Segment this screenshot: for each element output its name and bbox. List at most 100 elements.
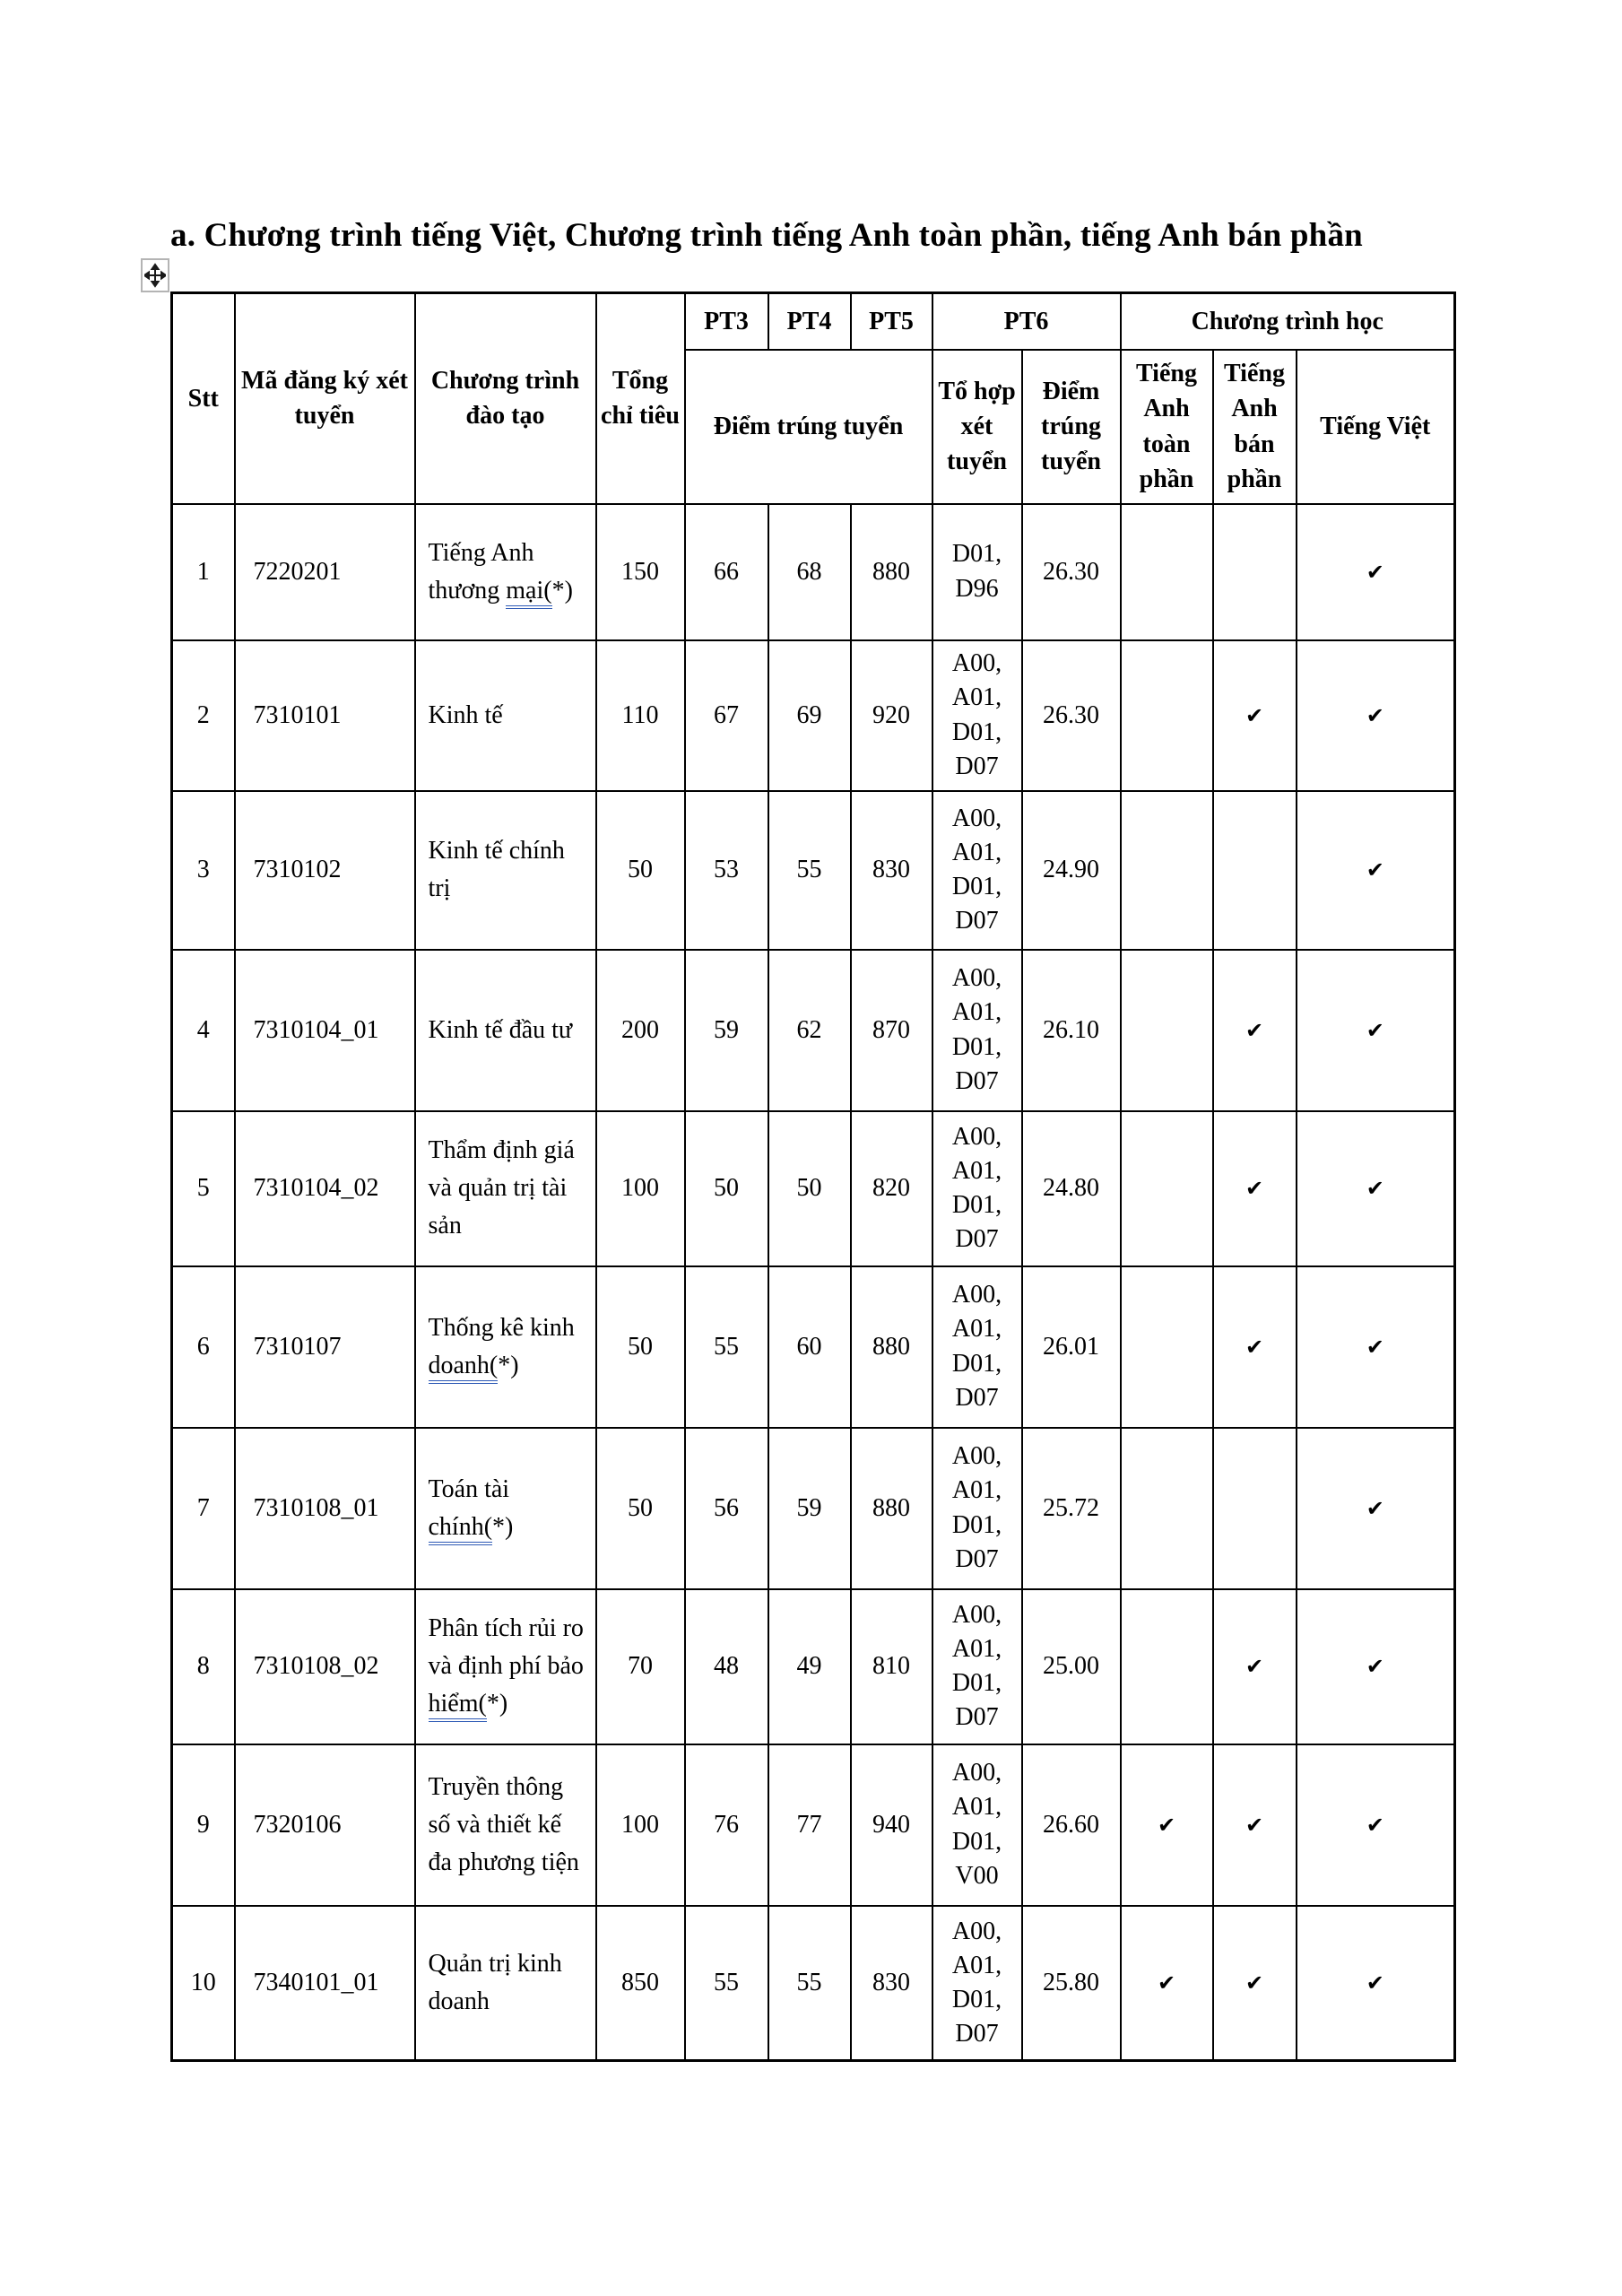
cell-quota: 100 — [594, 1743, 686, 1907]
cell-pt3-score: 66 — [683, 502, 769, 641]
program-text: Quản trị kinh doanh — [428, 1949, 562, 2015]
cell-pt4-score: 49 — [767, 1587, 852, 1745]
cell-program-name: Kinh tế chính trị — [413, 789, 597, 951]
cell-to-hop: A00, A01, D01, V00 — [931, 1743, 1023, 1907]
col-header-diem-trung-tuyen-pt6: Điểm trúng tuyển — [1020, 348, 1122, 505]
cell-registration-code: 7220201 — [233, 502, 416, 641]
program-text: Tiếng Anh thương — [428, 538, 534, 604]
table-row: 4 7310104_01 Kinh tế đầu tư 200 59 62 87… — [170, 948, 1456, 1112]
cell-pt6-score: 24.80 — [1020, 1109, 1122, 1267]
cell-quota: 100 — [594, 1109, 686, 1267]
cell-pt5-score: 880 — [849, 1426, 933, 1590]
cell-program-name: Phân tích rủi ro và định phí bảo hiểm(*) — [413, 1587, 597, 1745]
cell-stt: 7 — [170, 1426, 236, 1590]
cell-check-tieng-viet-checked: ✔ — [1295, 1587, 1456, 1745]
program-text: *) — [498, 1351, 519, 1379]
cell-pt4-score: 60 — [767, 1265, 852, 1429]
cell-registration-code: 7310104_02 — [233, 1109, 416, 1267]
cell-quota: 200 — [594, 948, 686, 1112]
cell-pt6-score: 26.10 — [1020, 948, 1122, 1112]
cell-check-ban-phan — [1211, 1426, 1297, 1590]
program-text: Kinh tế chính trị — [428, 837, 565, 902]
program-link[interactable]: chính( — [428, 1512, 493, 1545]
table-move-handle[interactable] — [141, 258, 169, 292]
cell-quota: 110 — [594, 639, 686, 792]
cell-to-hop: D01, D96 — [931, 502, 1023, 641]
table-row: 10 7340101_01 Quản trị kinh doanh 850 55… — [170, 1904, 1456, 2062]
cell-program-name: Quản trị kinh doanh — [413, 1904, 597, 2062]
cell-pt6-score: 26.30 — [1020, 502, 1122, 641]
cell-pt3-score: 76 — [683, 1743, 769, 1907]
cell-stt: 3 — [170, 789, 236, 951]
cell-to-hop: A00, A01, D01, D07 — [931, 948, 1023, 1112]
col-header-pt4: PT4 — [767, 291, 852, 351]
program-link[interactable]: doanh( — [428, 1351, 499, 1384]
table-row: 3 7310102 Kinh tế chính trị 50 53 55 830… — [170, 789, 1456, 951]
col-header-diem-trung-tuyen: Điểm trúng tuyển — [683, 348, 933, 505]
cell-check-tieng-viet-checked: ✔ — [1295, 1904, 1456, 2062]
cell-pt4-score: 77 — [767, 1743, 852, 1907]
cell-pt4-score: 50 — [767, 1109, 852, 1267]
cell-check-ban-phan-checked: ✔ — [1211, 1743, 1297, 1907]
program-text: Phân tích rủi ro và định phí bảo — [428, 1614, 584, 1680]
cell-registration-code: 7310108_02 — [233, 1587, 416, 1745]
cell-check-toan-phan — [1119, 1109, 1214, 1267]
table-row: 7 7310108_01 Toán tài chính(*) 50 56 59 … — [170, 1426, 1456, 1590]
cell-stt: 4 — [170, 948, 236, 1112]
program-text: *) — [492, 1512, 514, 1541]
cell-to-hop: A00, A01, D01, D07 — [931, 1426, 1023, 1590]
cell-registration-code: 7310108_01 — [233, 1426, 416, 1590]
program-link[interactable]: hiểm( — [428, 1690, 487, 1722]
cell-registration-code: 7310101 — [233, 639, 416, 792]
cell-to-hop: A00, A01, D01, D07 — [931, 1109, 1023, 1267]
four-way-arrow-icon — [144, 263, 166, 288]
cell-pt3-score: 55 — [683, 1904, 769, 2062]
cell-program-name: Kinh tế — [413, 639, 597, 792]
cell-quota: 50 — [594, 1265, 686, 1429]
cell-pt3-score: 53 — [683, 789, 769, 951]
cell-pt6-score: 24.90 — [1020, 789, 1122, 951]
cell-stt: 5 — [170, 1109, 236, 1267]
cell-check-toan-phan-checked: ✔ — [1119, 1904, 1214, 2062]
cell-pt3-score: 59 — [683, 948, 769, 1112]
program-link[interactable]: mại( — [506, 576, 552, 609]
cell-program-name: Truyền thông số và thiết kế đa phương ti… — [413, 1743, 597, 1907]
cell-check-tieng-viet-checked: ✔ — [1295, 1743, 1456, 1907]
cell-pt3-score: 55 — [683, 1265, 769, 1429]
cell-program-name: Toán tài chính(*) — [413, 1426, 597, 1590]
cell-check-toan-phan — [1119, 502, 1214, 641]
cell-check-toan-phan — [1119, 1426, 1214, 1590]
cell-check-tieng-viet-checked: ✔ — [1295, 948, 1456, 1112]
program-text: Thống kê kinh — [428, 1313, 575, 1342]
cell-to-hop: A00, A01, D01, D07 — [931, 789, 1023, 951]
col-header-chuong-trinh-dao-tao: Chương trình đào tạo — [413, 291, 597, 505]
cell-pt6-score: 25.72 — [1020, 1426, 1122, 1590]
admission-score-table: Stt Mã đăng ký xét tuyển Chương trình đà… — [170, 291, 1456, 2062]
cell-check-tieng-viet-checked: ✔ — [1295, 1109, 1456, 1267]
cell-stt: 9 — [170, 1743, 236, 1907]
cell-pt6-score: 25.80 — [1020, 1904, 1122, 2062]
cell-quota: 50 — [594, 1426, 686, 1590]
cell-pt4-score: 62 — [767, 948, 852, 1112]
program-text: Truyền thông số và thiết kế đa phương ti… — [428, 1772, 579, 1876]
cell-check-ban-phan-checked: ✔ — [1211, 948, 1297, 1112]
cell-pt4-score: 55 — [767, 1904, 852, 2062]
cell-registration-code: 7310104_01 — [233, 948, 416, 1112]
cell-check-toan-phan — [1119, 789, 1214, 951]
cell-pt4-score: 69 — [767, 639, 852, 792]
col-header-tieng-anh-toan-phan: Tiếng Anh toàn phần — [1119, 348, 1214, 505]
cell-to-hop: A00, A01, D01, D07 — [931, 639, 1023, 792]
cell-to-hop: A00, A01, D01, D07 — [931, 1265, 1023, 1429]
program-text: *) — [486, 1690, 508, 1718]
cell-stt: 8 — [170, 1587, 236, 1745]
col-header-pt6: PT6 — [931, 291, 1122, 351]
col-header-tieng-anh-ban-phan: Tiếng Anh bán phần — [1211, 348, 1297, 505]
cell-pt5-score: 830 — [849, 1904, 933, 2062]
cell-to-hop: A00, A01, D01, D07 — [931, 1904, 1023, 2062]
cell-check-ban-phan — [1211, 502, 1297, 641]
cell-quota: 70 — [594, 1587, 686, 1745]
program-text: Kinh tế đầu tư — [428, 1015, 573, 1044]
program-text: Toán tài — [428, 1474, 510, 1503]
cell-pt3-score: 67 — [683, 639, 769, 792]
cell-pt3-score: 48 — [683, 1587, 769, 1745]
